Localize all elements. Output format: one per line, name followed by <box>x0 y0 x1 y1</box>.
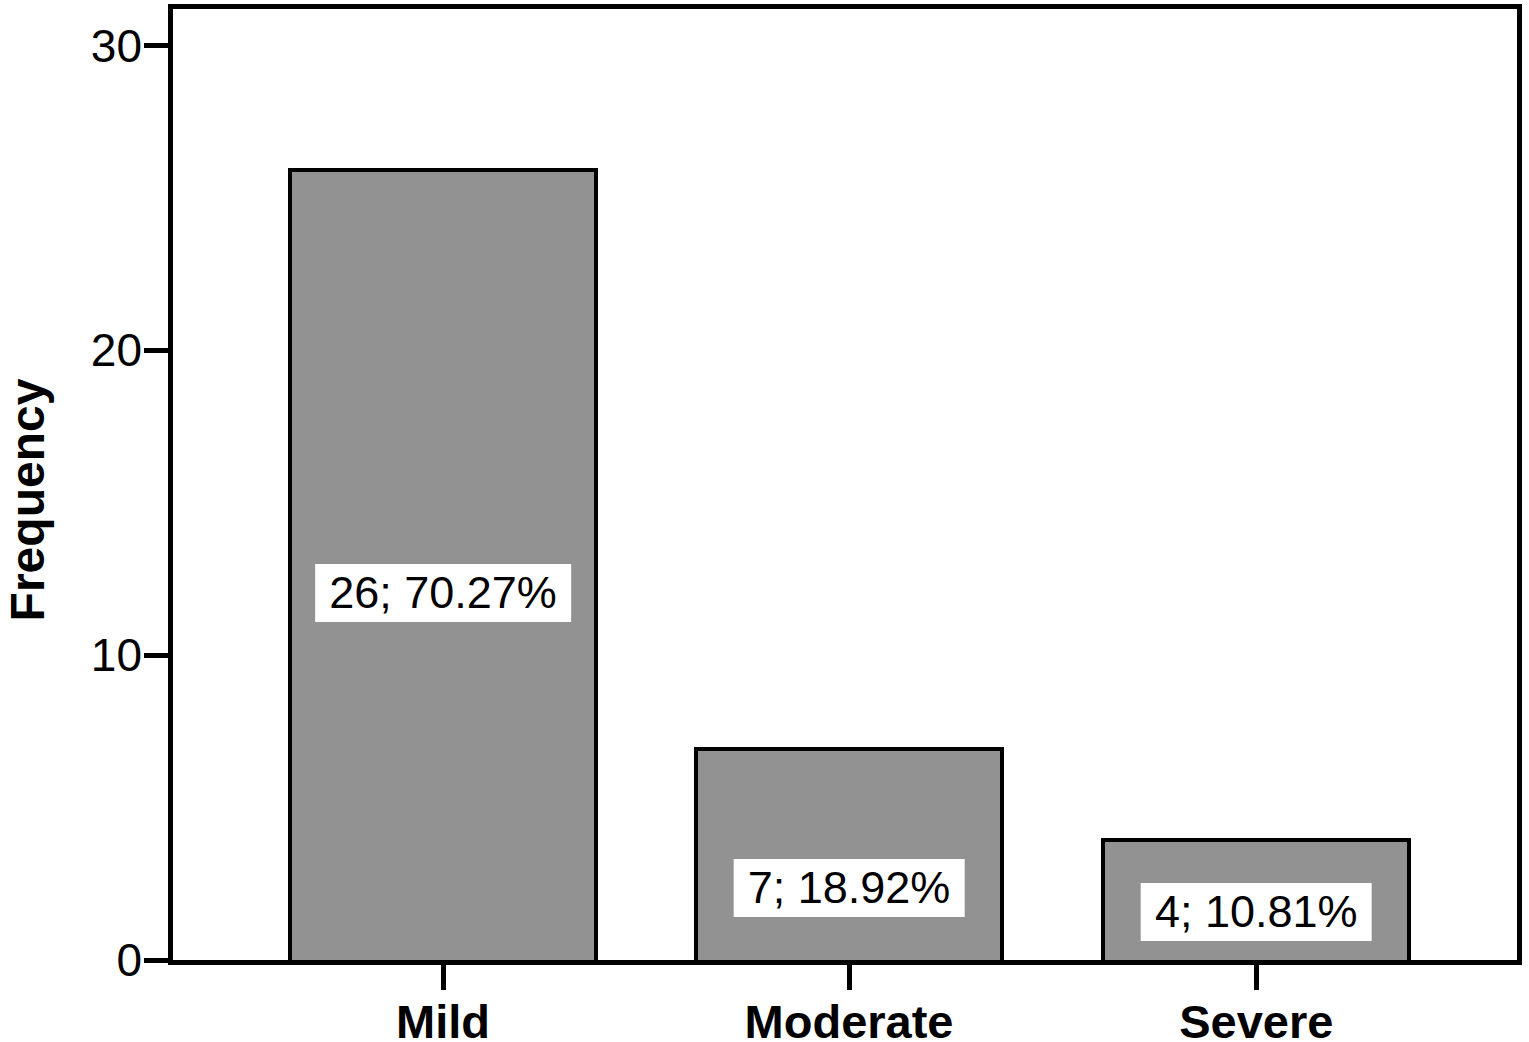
y-tick-label: 30 <box>0 23 142 69</box>
bar-chart: Frequency 26; 70.27% 7; 18.92% 4; 10.81% 0… <box>0 0 1529 1042</box>
y-tick-label: 20 <box>0 327 142 373</box>
x-tick-label-moderate: Moderate <box>745 998 954 1042</box>
x-tick-mark <box>847 965 852 990</box>
plot-area: 26; 70.27% 7; 18.92% 4; 10.81% <box>168 4 1522 965</box>
y-tick-label: 10 <box>0 632 142 678</box>
x-tick-mark <box>441 965 446 990</box>
bar-mild: 26; 70.27% <box>288 168 598 961</box>
bar-value-label: 7; 18.92% <box>734 859 965 917</box>
x-tick-mark <box>1254 965 1259 990</box>
bar-severe: 4; 10.81% <box>1101 838 1411 960</box>
y-tick-mark <box>144 958 168 963</box>
bar-value-label: 26; 70.27% <box>315 564 571 622</box>
y-tick-mark <box>144 348 168 353</box>
x-tick-label-severe: Severe <box>1179 998 1333 1042</box>
y-tick-mark <box>144 653 168 658</box>
bar-moderate: 7; 18.92% <box>694 747 1004 960</box>
bar-value-label: 4; 10.81% <box>1141 883 1372 941</box>
x-tick-label-mild: Mild <box>396 998 490 1042</box>
y-tick-mark <box>144 43 168 48</box>
y-axis-title: Frequency <box>0 379 55 622</box>
y-tick-label: 0 <box>0 937 142 983</box>
